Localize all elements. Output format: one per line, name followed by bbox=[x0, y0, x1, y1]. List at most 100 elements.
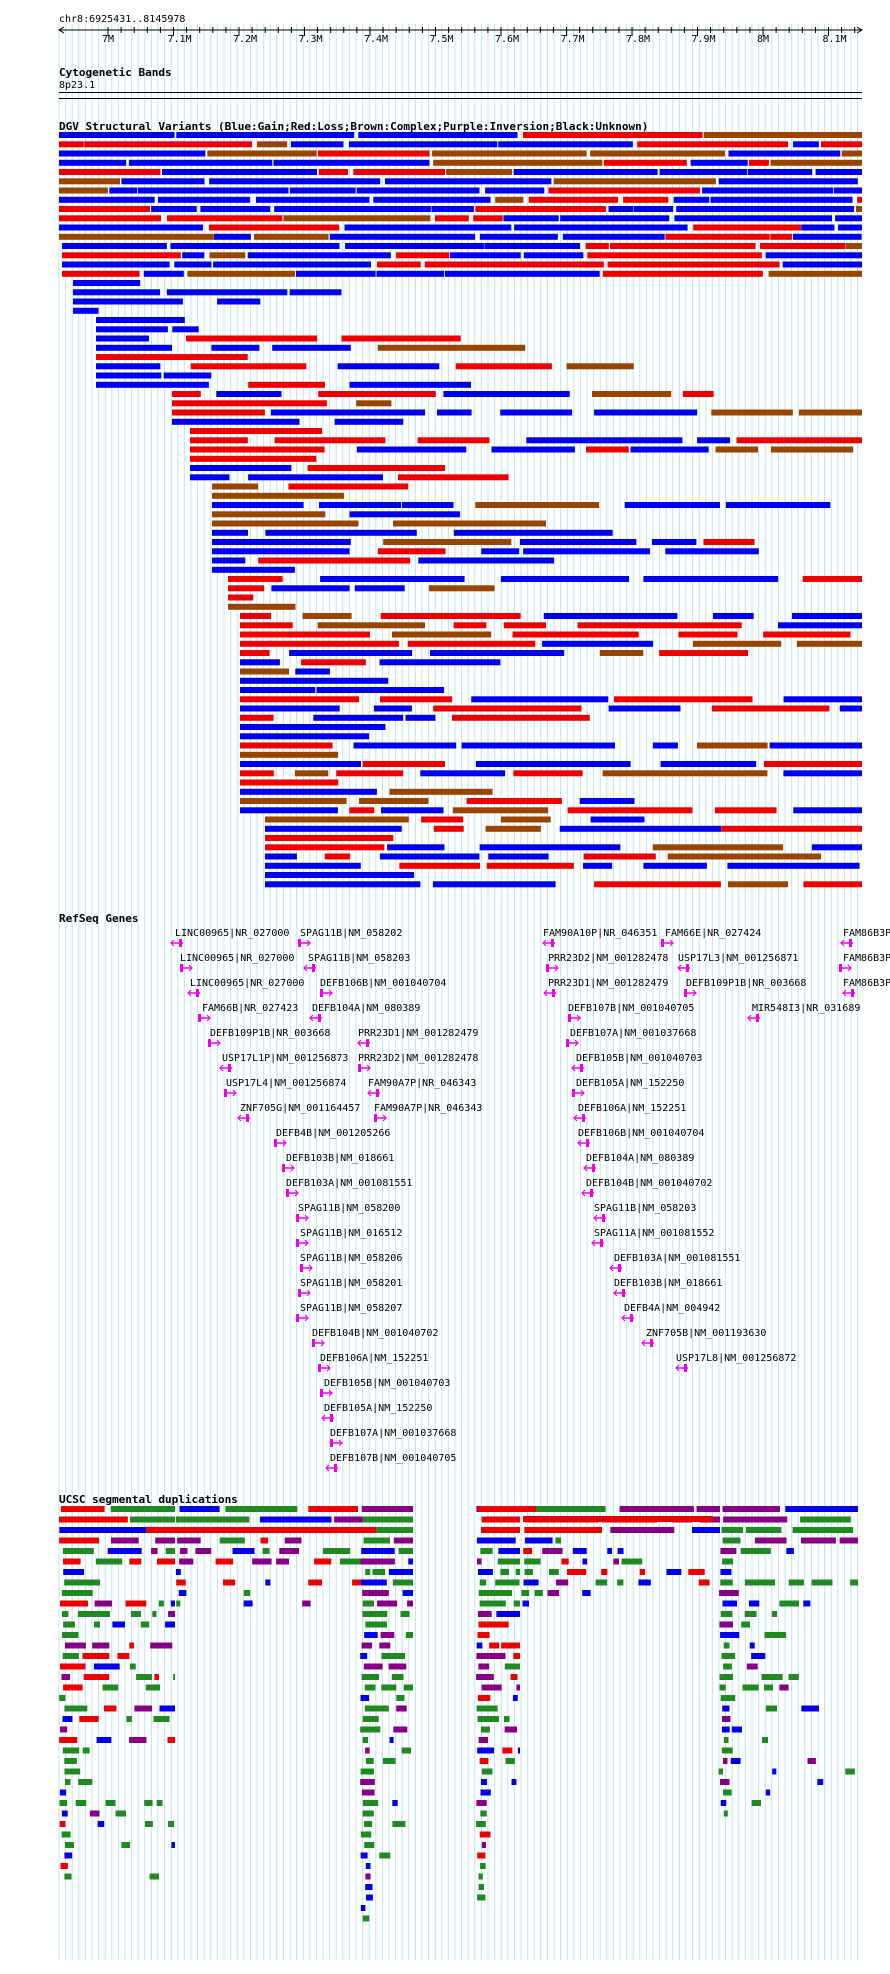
segdup-bar[interactable] bbox=[243, 1600, 253, 1607]
segdup-bar[interactable] bbox=[60, 1600, 88, 1607]
dgv-variant-bar[interactable] bbox=[630, 446, 709, 453]
segdup-bar[interactable] bbox=[392, 1821, 406, 1827]
segdup-bar[interactable] bbox=[500, 1569, 509, 1575]
dgv-variant-bar[interactable] bbox=[433, 159, 603, 166]
segdup-bar[interactable] bbox=[365, 1747, 370, 1754]
segdup-bar[interactable] bbox=[62, 1548, 94, 1554]
segdup-bar[interactable] bbox=[379, 1852, 391, 1859]
segdup-bar[interactable] bbox=[219, 1537, 245, 1544]
refseq-gene-label[interactable]: DEFB109P1B|NR_003668 bbox=[686, 978, 807, 989]
dgv-variant-bar[interactable] bbox=[151, 206, 197, 212]
dgv-variant-bar[interactable] bbox=[703, 539, 755, 545]
dgv-variant-bar[interactable] bbox=[272, 344, 351, 351]
dgv-variant-bar[interactable] bbox=[373, 196, 491, 203]
segdup-bar[interactable] bbox=[308, 1579, 322, 1586]
segdup-bar[interactable] bbox=[158, 1600, 164, 1607]
dgv-variant-bar[interactable] bbox=[59, 169, 161, 175]
segdup-bar[interactable] bbox=[59, 1695, 66, 1701]
dgv-variant-bar[interactable] bbox=[240, 613, 271, 619]
segdup-bar[interactable] bbox=[159, 1705, 176, 1712]
segdup-bar[interactable] bbox=[144, 1800, 153, 1806]
segdup-bar[interactable] bbox=[619, 1506, 694, 1512]
segdup-bar[interactable] bbox=[134, 1705, 153, 1712]
dgv-variant-bar[interactable] bbox=[815, 169, 862, 175]
dgv-variant-bar[interactable] bbox=[690, 159, 748, 166]
dgv-variant-bar[interactable] bbox=[265, 872, 415, 878]
segdup-bar[interactable] bbox=[150, 1642, 173, 1649]
segdup-bar[interactable] bbox=[497, 1558, 520, 1565]
segdup-bar[interactable] bbox=[365, 1884, 373, 1890]
segdup-bar[interactable] bbox=[502, 1747, 513, 1754]
segdup-bar[interactable] bbox=[62, 1716, 73, 1722]
segdup-bar[interactable] bbox=[555, 1537, 561, 1544]
dgv-variant-bar[interactable] bbox=[96, 354, 248, 360]
dgv-variant-bar[interactable] bbox=[428, 585, 495, 592]
segdup-bar[interactable] bbox=[322, 1548, 351, 1554]
dgv-variant-bar[interactable] bbox=[172, 409, 265, 416]
dgv-variant-bar[interactable] bbox=[702, 187, 833, 194]
dgv-variant-bar[interactable] bbox=[316, 687, 445, 693]
dgv-variant-bar[interactable] bbox=[174, 261, 212, 268]
refseq-gene-label[interactable]: DEFB107A|NM_001037668 bbox=[570, 1028, 697, 1039]
segdup-bar[interactable] bbox=[360, 1653, 368, 1659]
dgv-variant-bar[interactable] bbox=[377, 344, 526, 351]
segdup-bar[interactable] bbox=[522, 1600, 530, 1607]
dgv-variant-bar[interactable] bbox=[380, 696, 453, 703]
dgv-variant-bar[interactable] bbox=[727, 881, 788, 888]
dgv-variant-bar[interactable] bbox=[73, 307, 99, 314]
segdup-bar[interactable] bbox=[817, 1779, 824, 1785]
dgv-variant-bar[interactable] bbox=[387, 844, 445, 851]
segdup-bar[interactable] bbox=[129, 1558, 142, 1565]
dgv-variant-bar[interactable] bbox=[163, 372, 212, 379]
dgv-variant-bar[interactable] bbox=[240, 677, 389, 684]
dgv-variant-bar[interactable] bbox=[212, 483, 259, 490]
dgv-variant-bar[interactable] bbox=[377, 548, 446, 555]
segdup-bar[interactable] bbox=[400, 1611, 410, 1617]
segdup-bar[interactable] bbox=[360, 1779, 375, 1785]
dgv-variant-bar[interactable] bbox=[356, 187, 480, 194]
segdup-bar[interactable] bbox=[761, 1674, 783, 1680]
segdup-bar[interactable] bbox=[389, 1737, 394, 1743]
segdup-bar[interactable] bbox=[360, 1768, 374, 1775]
dgv-variant-bar[interactable] bbox=[471, 696, 609, 703]
dgv-variant-bar[interactable] bbox=[337, 363, 440, 370]
segdup-bar[interactable] bbox=[407, 1600, 413, 1607]
dgv-variant-bar[interactable] bbox=[678, 631, 738, 638]
segdup-bar[interactable] bbox=[149, 1873, 159, 1880]
segdup-bar[interactable] bbox=[59, 1800, 68, 1806]
segdup-bar[interactable] bbox=[479, 1579, 487, 1586]
dgv-variant-bar[interactable] bbox=[602, 270, 763, 277]
segdup-bar[interactable] bbox=[377, 1600, 398, 1607]
segdup-bar[interactable] bbox=[195, 1548, 212, 1554]
segdup-bar[interactable] bbox=[617, 1548, 624, 1554]
refseq-gene-label[interactable]: LINC00965|NR_027000 bbox=[180, 953, 295, 964]
dgv-variant-bar[interactable] bbox=[73, 289, 161, 296]
dgv-variant-bar[interactable] bbox=[190, 474, 230, 481]
dgv-variant-bar[interactable] bbox=[665, 548, 759, 555]
dgv-variant-bar[interactable] bbox=[240, 788, 377, 795]
segdup-bar[interactable] bbox=[688, 1569, 705, 1575]
segdup-bar[interactable] bbox=[567, 1569, 587, 1575]
refseq-gene-label[interactable]: DEFB106A|NM_152251 bbox=[578, 1103, 687, 1114]
dgv-variant-bar[interactable] bbox=[711, 705, 830, 712]
dgv-variant-bar[interactable] bbox=[682, 391, 714, 397]
dgv-variant-bar[interactable] bbox=[486, 862, 574, 869]
segdup-bar[interactable] bbox=[361, 1674, 379, 1680]
dgv-variant-bar[interactable] bbox=[396, 252, 450, 259]
segdup-bar[interactable] bbox=[719, 1674, 733, 1680]
segdup-bar[interactable] bbox=[379, 1642, 391, 1649]
dgv-variant-bar[interactable] bbox=[73, 298, 183, 305]
dgv-variant-bar[interactable] bbox=[212, 511, 326, 518]
segdup-bar[interactable] bbox=[719, 1684, 726, 1691]
dgv-variant-bar[interactable] bbox=[634, 206, 674, 212]
segdup-bar[interactable] bbox=[722, 1705, 730, 1712]
dgv-variant-bar[interactable] bbox=[138, 187, 289, 194]
dgv-variant-bar[interactable] bbox=[209, 224, 340, 231]
dgv-variant-bar[interactable] bbox=[500, 576, 629, 582]
segdup-bar[interactable] bbox=[754, 1537, 787, 1544]
dgv-variant-bar[interactable] bbox=[728, 150, 841, 157]
dgv-variant-bar[interactable] bbox=[421, 816, 464, 823]
dgv-variant-bar[interactable] bbox=[610, 243, 756, 249]
dgv-variant-bar[interactable] bbox=[594, 881, 721, 888]
segdup-bar[interactable] bbox=[215, 1558, 234, 1565]
